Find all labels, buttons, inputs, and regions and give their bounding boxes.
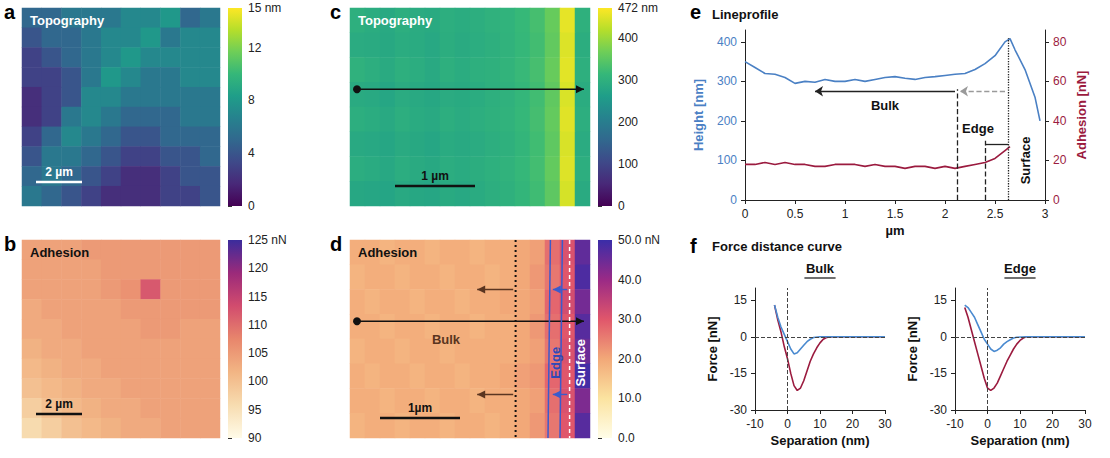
svg-text:10.0: 10.0 bbox=[618, 391, 642, 405]
svg-text:15: 15 bbox=[734, 293, 748, 307]
svg-text:0: 0 bbox=[730, 193, 737, 207]
svg-text:30: 30 bbox=[1078, 417, 1092, 431]
svg-text:Edge: Edge bbox=[548, 347, 563, 379]
svg-text:100: 100 bbox=[248, 374, 268, 388]
svg-text:e: e bbox=[690, 1, 701, 23]
svg-text:12: 12 bbox=[248, 41, 262, 55]
svg-text:95: 95 bbox=[248, 403, 262, 417]
svg-text:-30: -30 bbox=[730, 403, 748, 417]
svg-text:20: 20 bbox=[1053, 153, 1067, 167]
svg-text:400: 400 bbox=[618, 31, 638, 45]
svg-text:10: 10 bbox=[1013, 417, 1027, 431]
svg-text:120: 120 bbox=[248, 261, 268, 275]
svg-text:Bulk: Bulk bbox=[432, 332, 461, 347]
svg-text:30.0: 30.0 bbox=[618, 312, 642, 326]
svg-text:20.0: 20.0 bbox=[618, 352, 642, 366]
svg-text:Force distance curve: Force distance curve bbox=[712, 239, 842, 254]
svg-text:1µm: 1µm bbox=[408, 401, 432, 415]
svg-text:472 nm: 472 nm bbox=[618, 1, 658, 15]
svg-text:Adhesion: Adhesion bbox=[358, 245, 417, 260]
svg-text:Force [nN]: Force [nN] bbox=[705, 317, 720, 382]
svg-text:Adhesion [nN]: Adhesion [nN] bbox=[1074, 71, 1089, 160]
svg-text:300: 300 bbox=[618, 73, 638, 87]
svg-text:Separation (nm): Separation (nm) bbox=[771, 433, 870, 448]
svg-text:Surface: Surface bbox=[1018, 137, 1033, 185]
svg-text:0: 0 bbox=[740, 330, 747, 344]
svg-text:0.5: 0.5 bbox=[787, 207, 804, 221]
svg-text:Surface: Surface bbox=[573, 339, 588, 387]
svg-text:-10: -10 bbox=[946, 417, 964, 431]
svg-text:40: 40 bbox=[1053, 114, 1067, 128]
svg-text:c: c bbox=[330, 1, 341, 23]
svg-text:Bulk: Bulk bbox=[806, 261, 835, 276]
svg-text:15 nm: 15 nm bbox=[248, 1, 281, 15]
svg-text:1: 1 bbox=[842, 207, 849, 221]
svg-text:20: 20 bbox=[1046, 417, 1060, 431]
svg-text:0.0: 0.0 bbox=[618, 431, 635, 445]
svg-text:300: 300 bbox=[717, 74, 737, 88]
svg-text:2.5: 2.5 bbox=[987, 207, 1004, 221]
svg-text:90: 90 bbox=[248, 431, 262, 445]
svg-text:µm: µm bbox=[885, 223, 904, 238]
svg-text:b: b bbox=[4, 233, 16, 255]
svg-text:2 µm: 2 µm bbox=[45, 397, 73, 411]
svg-text:2: 2 bbox=[942, 207, 949, 221]
svg-text:100: 100 bbox=[618, 157, 638, 171]
svg-text:10: 10 bbox=[813, 417, 827, 431]
svg-text:-10: -10 bbox=[746, 417, 764, 431]
svg-text:60: 60 bbox=[1053, 74, 1067, 88]
svg-text:f: f bbox=[690, 235, 697, 257]
svg-text:125 nN: 125 nN bbox=[248, 233, 287, 247]
svg-text:0: 0 bbox=[1053, 193, 1060, 207]
svg-text:Separation (nm): Separation (nm) bbox=[971, 433, 1070, 448]
svg-text:-15: -15 bbox=[930, 366, 948, 380]
svg-text:1 µm: 1 µm bbox=[421, 169, 449, 183]
svg-text:Topography: Topography bbox=[358, 13, 433, 28]
svg-text:Height [nm]: Height [nm] bbox=[691, 79, 706, 151]
svg-text:0: 0 bbox=[248, 199, 255, 213]
svg-text:0: 0 bbox=[940, 330, 947, 344]
svg-text:8: 8 bbox=[248, 93, 255, 107]
svg-text:d: d bbox=[330, 233, 342, 255]
svg-text:30: 30 bbox=[878, 417, 892, 431]
svg-text:80: 80 bbox=[1053, 35, 1067, 49]
svg-text:40.0: 40.0 bbox=[618, 273, 642, 287]
svg-text:Topography: Topography bbox=[30, 13, 105, 28]
svg-text:200: 200 bbox=[717, 114, 737, 128]
svg-text:0: 0 bbox=[984, 417, 991, 431]
svg-text:15: 15 bbox=[934, 293, 948, 307]
svg-text:115: 115 bbox=[248, 290, 267, 304]
svg-text:Edge: Edge bbox=[962, 121, 994, 136]
svg-text:110: 110 bbox=[248, 318, 267, 332]
svg-text:400: 400 bbox=[717, 35, 737, 49]
svg-text:-30: -30 bbox=[930, 403, 948, 417]
svg-text:Edge: Edge bbox=[1004, 261, 1036, 276]
svg-text:0: 0 bbox=[784, 417, 791, 431]
svg-text:100: 100 bbox=[717, 153, 737, 167]
svg-text:105: 105 bbox=[248, 346, 268, 360]
svg-text:200: 200 bbox=[618, 115, 638, 129]
svg-text:Force [nN]: Force [nN] bbox=[905, 317, 920, 382]
svg-text:0: 0 bbox=[618, 199, 625, 213]
svg-text:Bulk: Bulk bbox=[871, 98, 900, 113]
svg-text:a: a bbox=[4, 1, 16, 23]
svg-text:20: 20 bbox=[846, 417, 860, 431]
svg-text:50.0 nN: 50.0 nN bbox=[618, 233, 660, 247]
svg-text:0: 0 bbox=[742, 207, 749, 221]
svg-text:4: 4 bbox=[248, 146, 255, 160]
svg-text:Lineprofile: Lineprofile bbox=[712, 7, 778, 22]
svg-text:-15: -15 bbox=[730, 366, 748, 380]
svg-text:Adhesion: Adhesion bbox=[30, 245, 89, 260]
svg-text:1.5: 1.5 bbox=[887, 207, 904, 221]
svg-text:2 µm: 2 µm bbox=[45, 165, 73, 179]
svg-text:3: 3 bbox=[1042, 207, 1049, 221]
